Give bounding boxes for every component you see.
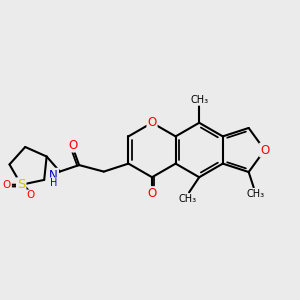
Text: CH₃: CH₃ [190,95,208,105]
Text: H: H [50,178,57,188]
Text: CH₃: CH₃ [246,189,264,199]
Text: O: O [3,180,11,190]
Text: S: S [17,178,26,191]
Text: O: O [27,190,35,200]
Text: CH₃: CH₃ [178,194,196,204]
Text: O: O [147,116,157,129]
Text: N: N [49,169,58,182]
Text: O: O [147,187,157,200]
Text: O: O [68,139,77,152]
Text: O: O [260,143,269,157]
